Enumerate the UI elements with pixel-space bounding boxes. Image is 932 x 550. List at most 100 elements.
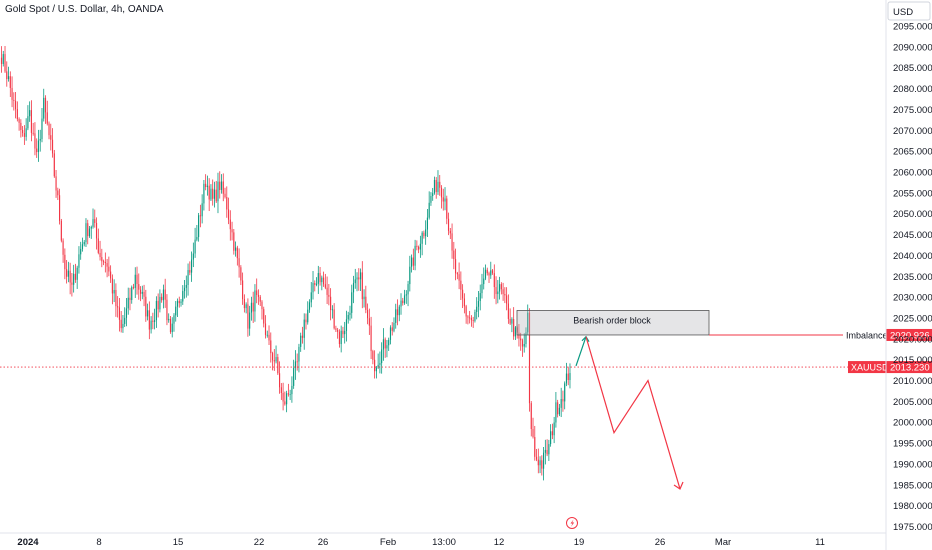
candle: [530, 401, 532, 437]
candle: [351, 284, 353, 319]
candle: [372, 349, 374, 365]
candle: [95, 217, 98, 250]
time-tick-label: 22: [254, 537, 265, 548]
candle: [69, 262, 71, 295]
candle: [499, 276, 501, 300]
candle: [315, 277, 318, 287]
candle: [18, 117, 20, 131]
candle: [532, 417, 534, 439]
candle: [528, 308, 531, 412]
candle: [198, 212, 200, 242]
candle: [282, 382, 284, 411]
candle: [257, 289, 260, 305]
candle: [175, 301, 177, 322]
candle: [402, 297, 404, 306]
candle: [308, 299, 311, 313]
candle: [154, 308, 156, 330]
candle: [414, 239, 416, 271]
price-tick-label: 2020.000: [893, 334, 932, 345]
candle: [513, 307, 515, 340]
candle: [456, 271, 458, 280]
candle: [310, 282, 312, 308]
candle: [88, 225, 91, 238]
lightning-event-icon[interactable]: [566, 517, 578, 529]
candle: [240, 265, 242, 286]
candle: [340, 325, 342, 353]
candle: [356, 272, 358, 292]
candle: [511, 317, 513, 333]
price-tick-label: 2035.000: [893, 272, 932, 283]
candle: [363, 289, 365, 308]
candle: [136, 266, 138, 295]
candle: [418, 245, 420, 254]
overlays-layer: Bearish order block Imbalance 2020.926 XAUU…: [0, 310, 932, 490]
projection-down-path[interactable]: [585, 336, 681, 490]
candle: [435, 177, 437, 199]
candle: [453, 241, 455, 270]
price-tick-label: 2085.000: [893, 63, 932, 74]
candle: [148, 301, 150, 340]
candle: [101, 248, 103, 268]
candle: [396, 299, 399, 326]
candle: [558, 404, 560, 417]
candle: [391, 322, 393, 336]
projection-up-arrow[interactable]: [575, 336, 587, 367]
candle: [212, 179, 214, 206]
time-axis[interactable]: 2024 8 15 22 26 Feb 13:00 12 19 26 Mar 11: [17, 537, 825, 548]
candle: [34, 122, 36, 156]
candle: [118, 297, 120, 332]
candle: [342, 326, 344, 339]
candle: [521, 338, 524, 357]
candle: [534, 425, 536, 461]
price-tick-label: 2030.000: [893, 293, 932, 304]
candle: [7, 66, 10, 82]
candle: [99, 240, 101, 261]
candle: [50, 123, 52, 151]
price-tick-label: 2055.000: [893, 188, 932, 199]
time-tick-label: Feb: [380, 537, 396, 548]
candle: [132, 283, 135, 290]
candle: [229, 210, 231, 241]
candle: [294, 350, 296, 380]
candle: [122, 314, 124, 333]
candle: [103, 259, 105, 266]
price-tick-label: 2065.000: [893, 147, 932, 158]
bearish-order-block[interactable]: [516, 310, 710, 336]
candle: [108, 256, 110, 277]
candle: [6, 61, 8, 87]
candle: [30, 100, 32, 142]
price-axis[interactable]: 2095.000 2090.000 2085.000 2080.000 2075.000…: [893, 22, 932, 534]
price-tick-label: 2005.000: [893, 397, 932, 408]
candle: [337, 327, 339, 339]
candle: [298, 343, 300, 373]
candle: [187, 263, 189, 296]
candle: [502, 282, 504, 301]
candle: [29, 101, 31, 122]
candle: [194, 227, 196, 258]
candle: [261, 300, 263, 320]
candle: [236, 245, 238, 266]
candle: [60, 218, 62, 243]
candle: [171, 317, 173, 338]
candle: [493, 264, 495, 299]
candle: [447, 212, 450, 236]
currency-box[interactable]: [887, 1, 931, 21]
candle: [291, 376, 293, 403]
candle: [2, 50, 4, 67]
candle: [205, 174, 207, 191]
candle: [465, 304, 467, 324]
candle: [168, 313, 170, 323]
candle: [71, 272, 73, 297]
candle: [55, 169, 57, 198]
candle: [203, 180, 205, 211]
candle: [147, 303, 149, 321]
candle: [273, 349, 275, 371]
candle: [432, 187, 434, 201]
candle: [238, 248, 240, 278]
candle: [433, 176, 436, 195]
candle: [412, 248, 414, 270]
price-tick-label: 2050.000: [893, 209, 932, 220]
candle: [66, 260, 68, 284]
candle: [97, 228, 99, 255]
